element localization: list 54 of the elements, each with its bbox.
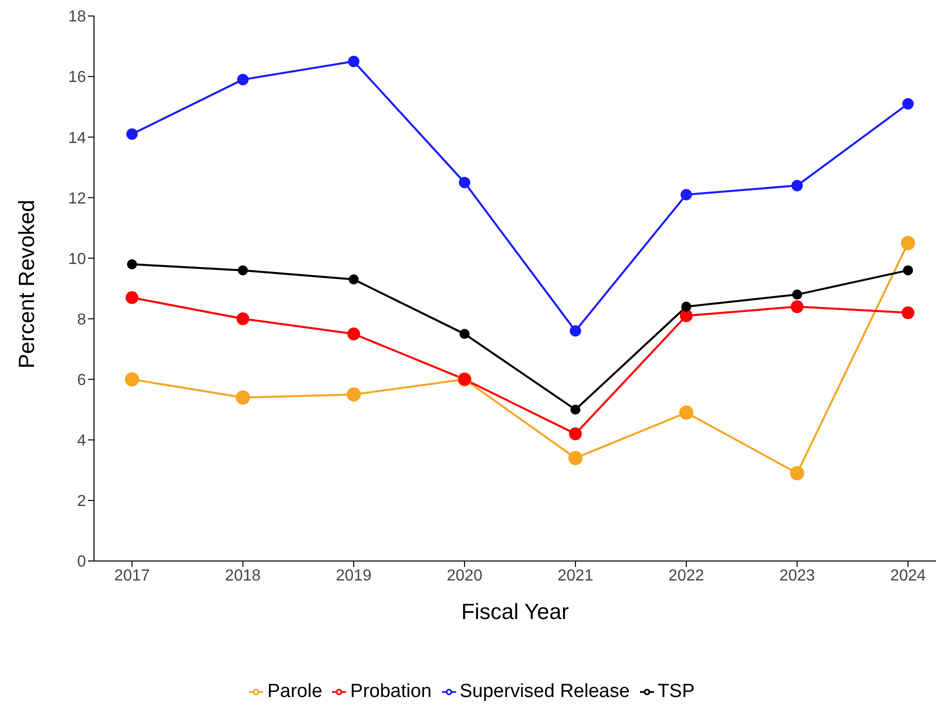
point: [460, 328, 470, 339]
point: [680, 188, 692, 200]
point: [237, 74, 249, 86]
y-tick-label: 14: [68, 130, 86, 147]
legend-label: Parole: [267, 681, 322, 702]
point: [348, 274, 359, 284]
point: [126, 291, 138, 304]
point: [347, 328, 360, 340]
y-tick-label: 8: [77, 311, 86, 328]
point: [568, 450, 583, 466]
point: [570, 404, 580, 415]
point: [458, 176, 470, 188]
x-tick-label: 2022: [668, 567, 704, 584]
y-tick-label: 18: [68, 8, 86, 26]
x-tick-label: 2018: [225, 567, 261, 584]
y-tick-label: 12: [68, 190, 86, 208]
point: [791, 180, 803, 192]
point: [127, 259, 137, 270]
point: [348, 56, 360, 68]
x-tick-label: 2020: [446, 567, 482, 584]
y-tick-label: 0: [77, 554, 86, 571]
x-axis-title: Fiscal Year: [461, 599, 569, 624]
point: [569, 427, 582, 440]
point: [236, 312, 250, 326]
point: [679, 406, 694, 420]
point: [681, 302, 692, 312]
point: [792, 290, 802, 300]
legend-label: Probation: [350, 681, 432, 702]
x-tick-label: 2021: [558, 567, 594, 584]
point: [236, 390, 250, 405]
legend-label: TSP: [658, 681, 695, 702]
point: [902, 306, 914, 320]
x-tick-label: 2019: [336, 567, 372, 584]
point: [680, 309, 693, 322]
point: [570, 325, 582, 337]
x-tick-label: 2017: [114, 567, 150, 584]
y-tick-label: 2: [77, 493, 86, 510]
point: [346, 387, 361, 402]
point: [790, 466, 804, 480]
point: [124, 372, 140, 386]
point: [790, 300, 804, 314]
point: [126, 128, 138, 140]
point: [238, 265, 248, 276]
y-tick-label: 16: [68, 69, 86, 86]
y-tick-label: 4: [77, 432, 86, 450]
point: [900, 236, 916, 250]
legend-label: Supervised Release: [460, 681, 630, 702]
point: [902, 98, 914, 110]
point: [903, 265, 913, 276]
y-axis-title: Percent Revoked: [14, 200, 39, 368]
y-tick-label: 10: [68, 250, 86, 268]
x-tick-label: 2024: [890, 567, 926, 584]
x-tick-label: 2023: [779, 567, 816, 584]
y-tick-label: 6: [77, 372, 86, 390]
